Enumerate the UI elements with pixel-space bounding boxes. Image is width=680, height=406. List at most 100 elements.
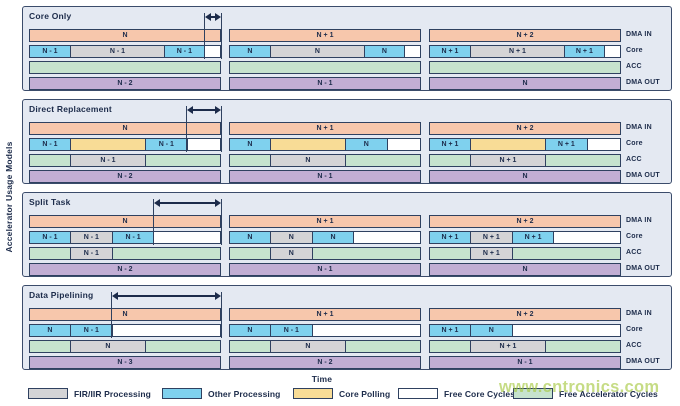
frame-column-2: N — [229, 154, 421, 167]
arrow-line — [207, 16, 219, 18]
frame-column-1: N - 2 — [29, 170, 221, 183]
row-label-acc: ACC — [626, 249, 642, 256]
bar-segment-acc_free — [144, 155, 220, 166]
frame-column-2: N - 1 — [229, 263, 421, 276]
arrow-drop-line — [221, 292, 222, 338]
row-label-acc: ACC — [626, 156, 642, 163]
arrow-head-icon — [187, 106, 193, 114]
bar-segment-free_core — [386, 139, 420, 150]
arrow-drop-line — [221, 199, 222, 245]
bar-segment-fir: N - 1 — [69, 248, 112, 259]
panel-title: Direct Replacement — [29, 104, 112, 114]
bar-segment-fir: N - 1 — [69, 46, 164, 57]
bar-segment-other: N - 1 — [30, 46, 70, 57]
bar-segment-fir: N + 1 — [469, 155, 545, 166]
bar-segment-dma_in: N + 1 — [230, 123, 420, 134]
bar-segment-other: N - 1 — [144, 139, 187, 150]
frame-column-3: N — [429, 263, 621, 276]
timeline-row-dma-in: N N + 1 N + 2 DMA IN — [29, 29, 670, 42]
row-label-acc: ACC — [626, 342, 642, 349]
arrow-line — [189, 109, 219, 111]
free-cycles-span-arrow — [204, 13, 222, 59]
bar-segment-dma_in: N — [30, 30, 220, 41]
bar-segment-acc_free — [30, 155, 70, 166]
arrow-drop-line — [221, 13, 222, 59]
bar-segment-dma_in: N — [30, 309, 220, 320]
bar-segment-fir: N — [269, 341, 345, 352]
legend-swatch-fir — [28, 388, 68, 399]
bar-segment-free_core — [186, 139, 220, 150]
bar-segment-dma_in: N — [30, 216, 220, 227]
panel-title: Data Pipelining — [29, 290, 94, 300]
bar-segment-dma_in: N + 2 — [430, 30, 620, 41]
row-label-dma-out: DMA OUT — [626, 265, 660, 272]
arrow-head-icon — [154, 199, 160, 207]
bar-segment-acc_free — [230, 341, 270, 352]
frame-column-1 — [29, 61, 221, 74]
bar-segment-dma_in: N + 1 — [230, 30, 420, 41]
legend-label: Other Processing — [208, 388, 281, 399]
frame-column-3: N + 2 — [429, 308, 621, 321]
bar-segment-other: N - 1 — [111, 232, 154, 243]
legend-item-core-polling: Core Polling — [293, 388, 390, 399]
frame-column-3: N + 2 — [429, 215, 621, 228]
bar-segment-acc_free — [311, 248, 420, 259]
arrow-head-icon — [215, 106, 221, 114]
bar-segment-polling — [469, 139, 545, 150]
x-axis-label: Time — [311, 374, 333, 384]
row-label-dma-out: DMA OUT — [626, 79, 660, 86]
frame-column-1: N - 1 N - 1 — [29, 138, 221, 151]
bar-segment-other: N + 1 — [430, 46, 470, 57]
bar-segment-free_core — [553, 232, 620, 243]
bar-segment-other: N — [30, 325, 70, 336]
timeline-row-dma-out: N - 3 N - 2 N - 1 DMA OUT — [29, 356, 670, 369]
bar-segment-dma_out: N - 1 — [230, 264, 420, 275]
bar-segment-fir: N — [69, 341, 145, 352]
free-cycles-span-arrow — [111, 292, 222, 338]
legend-swatch-other — [162, 388, 202, 399]
bar-segment-other: N + 1 — [544, 139, 587, 150]
timeline-row-dma-out: N - 2 N - 1 N DMA OUT — [29, 77, 670, 90]
frame-column-3: N + 1 N + 1 — [429, 138, 621, 151]
timeline-row-acc: N - 1 N N + 1 ACC — [29, 247, 670, 260]
arrow-head-icon — [215, 292, 221, 300]
legend-swatch-free_core — [398, 388, 438, 399]
bar-segment-dma_out: N - 2 — [230, 357, 420, 368]
bar-segment-fir: N - 1 — [69, 155, 145, 166]
row-label-acc: ACC — [626, 63, 642, 70]
bar-segment-other: N + 1 — [430, 325, 470, 336]
legend-item-free-core-cycles: Free Core Cycles — [398, 388, 515, 399]
bar-segment-acc_free — [144, 341, 220, 352]
frame-column-2: N + 1 — [229, 308, 421, 321]
bar-segment-acc_free — [230, 155, 270, 166]
frame-column-2 — [229, 61, 421, 74]
frame-column-1: N — [29, 215, 221, 228]
bar-segment-other: N — [311, 232, 354, 243]
frame-column-3: N + 2 — [429, 122, 621, 135]
row-label-dma-in: DMA IN — [626, 124, 652, 131]
arrow-drop-line — [111, 292, 112, 338]
arrow-drop-line — [153, 199, 154, 245]
arrow-line — [114, 295, 219, 297]
bar-segment-other: N + 1 — [430, 232, 470, 243]
bar-segment-acc_free — [430, 62, 620, 73]
arrow-drop-line — [204, 13, 205, 59]
arrow-head-icon — [112, 292, 118, 300]
bar-segment-other: N — [363, 46, 404, 57]
bar-segment-acc_free — [344, 155, 420, 166]
bar-segment-acc_free — [430, 155, 470, 166]
bar-segment-other: N - 1 — [30, 232, 70, 243]
bar-segment-acc_free — [30, 62, 220, 73]
bar-segment-other: N - 1 — [269, 325, 312, 336]
bar-segment-dma_in: N + 2 — [430, 309, 620, 320]
bar-segment-dma_in: N + 2 — [430, 123, 620, 134]
frame-column-1: N - 2 — [29, 77, 221, 90]
frame-column-3: N - 1 — [429, 356, 621, 369]
